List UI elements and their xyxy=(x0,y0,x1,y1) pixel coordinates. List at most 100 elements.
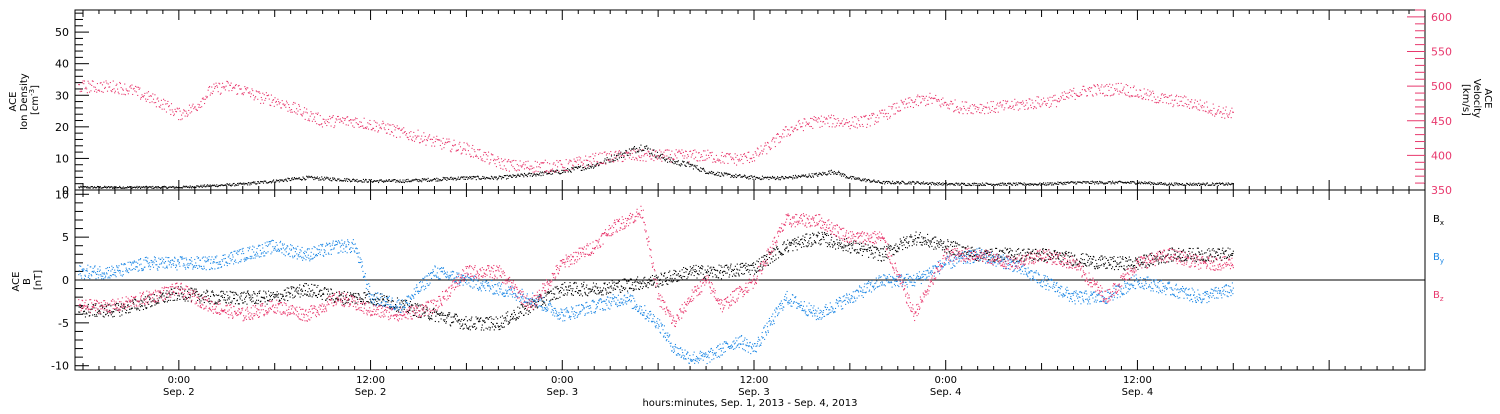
data-point xyxy=(863,251,864,252)
data-point xyxy=(210,303,211,304)
data-point xyxy=(351,181,352,182)
data-point xyxy=(272,181,273,182)
data-point xyxy=(286,295,287,296)
data-point xyxy=(696,167,697,168)
data-point xyxy=(693,269,694,270)
data-point xyxy=(230,85,231,86)
data-point xyxy=(425,145,426,146)
data-point xyxy=(446,180,447,181)
density-tick-label: 50 xyxy=(55,26,69,39)
data-point xyxy=(474,323,475,324)
velocity-tick-label: 400 xyxy=(1431,149,1452,162)
data-point xyxy=(1085,183,1086,184)
data-point xyxy=(798,121,799,122)
data-point xyxy=(433,308,434,309)
data-point xyxy=(934,98,935,99)
data-point xyxy=(1213,104,1214,105)
data-point xyxy=(822,234,823,235)
data-point xyxy=(707,158,708,159)
data-point xyxy=(1129,183,1130,184)
data-point xyxy=(692,267,693,268)
data-point xyxy=(757,268,758,269)
data-point xyxy=(883,181,884,182)
data-point xyxy=(176,111,177,112)
data-point xyxy=(221,296,222,297)
data-point xyxy=(519,316,520,317)
data-point xyxy=(609,282,610,283)
data-point xyxy=(492,154,493,155)
data-point xyxy=(877,115,878,116)
data-point xyxy=(158,300,159,301)
data-point xyxy=(1187,106,1188,107)
data-point xyxy=(416,304,417,305)
data-point xyxy=(824,172,825,173)
data-point xyxy=(820,121,821,122)
data-point xyxy=(275,181,276,182)
data-point xyxy=(796,176,797,177)
data-point xyxy=(444,319,445,320)
data-point xyxy=(453,321,454,322)
data-point xyxy=(790,244,791,245)
data-point xyxy=(886,113,887,114)
data-point xyxy=(258,300,259,301)
data-point xyxy=(313,179,314,180)
data-point xyxy=(1116,83,1117,84)
data-point xyxy=(667,284,668,285)
data-point xyxy=(215,303,216,304)
data-point xyxy=(717,172,718,173)
data-point xyxy=(826,233,827,234)
data-point xyxy=(178,119,179,120)
data-point xyxy=(942,182,943,183)
data-point xyxy=(135,86,136,87)
data-point xyxy=(1168,184,1169,185)
data-point xyxy=(915,99,916,100)
data-point xyxy=(834,241,835,242)
data-point xyxy=(257,293,258,294)
data-point xyxy=(223,87,224,88)
data-point xyxy=(789,135,790,136)
data-point xyxy=(525,313,526,314)
data-point xyxy=(786,244,787,245)
data-point xyxy=(584,288,585,289)
data-point xyxy=(761,261,762,262)
data-point xyxy=(748,264,749,265)
data-point xyxy=(849,121,850,122)
data-point xyxy=(275,294,276,295)
data-point xyxy=(410,136,411,137)
data-point xyxy=(838,248,839,249)
data-point xyxy=(755,264,756,265)
data-point xyxy=(753,262,754,263)
data-point xyxy=(783,254,784,255)
data-point xyxy=(187,291,188,292)
data-point xyxy=(195,292,196,293)
data-point xyxy=(533,172,534,173)
data-point xyxy=(661,151,662,152)
data-point xyxy=(90,84,91,85)
data-point xyxy=(776,178,777,179)
data-point xyxy=(499,162,500,163)
data-point xyxy=(216,294,217,295)
data-point xyxy=(888,106,889,107)
data-point xyxy=(193,104,194,105)
data-point xyxy=(577,286,578,287)
data-point xyxy=(505,175,506,176)
data-point xyxy=(160,292,161,293)
data-point xyxy=(661,285,662,286)
data-point xyxy=(539,173,540,174)
data-point xyxy=(673,163,674,164)
data-point xyxy=(637,281,638,282)
data-point xyxy=(762,267,763,268)
data-point xyxy=(1107,95,1108,96)
data-point xyxy=(665,281,666,282)
data-point xyxy=(527,176,528,177)
data-point xyxy=(211,86,212,87)
data-point xyxy=(536,166,537,167)
data-point xyxy=(463,329,464,330)
data-point xyxy=(846,245,847,246)
data-point xyxy=(583,282,584,283)
data-point xyxy=(720,162,721,163)
data-point xyxy=(871,252,872,253)
data-point xyxy=(1091,183,1092,184)
data-point xyxy=(92,186,93,187)
data-point xyxy=(386,180,387,181)
